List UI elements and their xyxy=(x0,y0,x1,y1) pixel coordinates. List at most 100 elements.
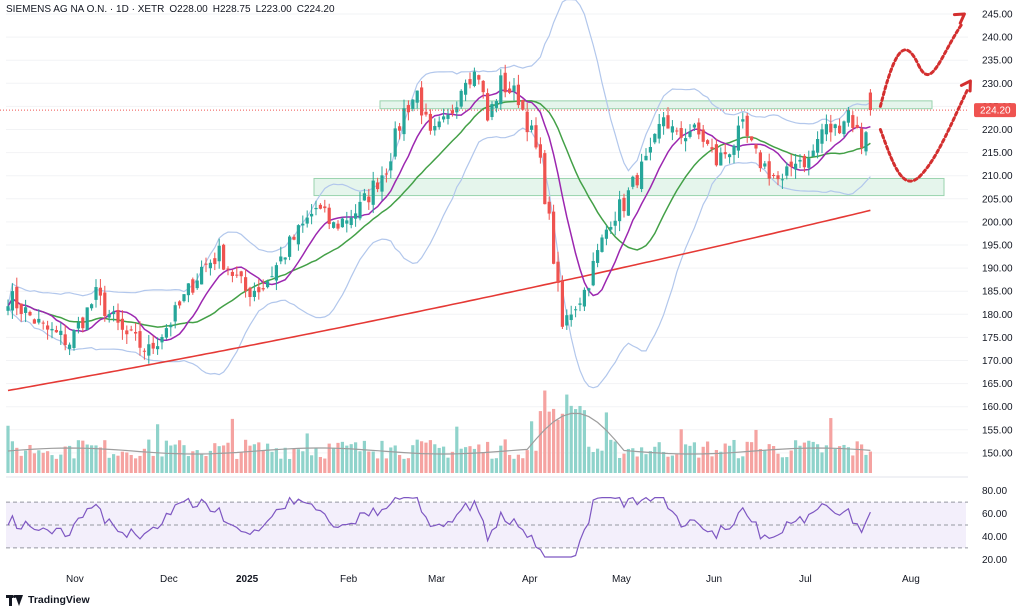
candle-body xyxy=(420,87,424,116)
close-value: C224.20 xyxy=(296,4,335,15)
volume-bar xyxy=(657,442,661,473)
volume-bar xyxy=(477,444,481,473)
volume-bar xyxy=(587,446,591,473)
candle-body xyxy=(794,163,798,170)
candle-body xyxy=(736,125,740,151)
candle-body xyxy=(389,161,393,171)
candle-body xyxy=(820,129,824,144)
candle-body xyxy=(318,204,322,209)
volume-bar xyxy=(178,440,182,473)
candle-body xyxy=(816,139,820,153)
volume-bar xyxy=(283,447,287,473)
candle-body xyxy=(358,201,362,219)
candle-body xyxy=(217,245,221,262)
volume-bar xyxy=(230,418,234,473)
volume-bar xyxy=(864,454,868,473)
volume-bar xyxy=(631,448,635,473)
candle-body xyxy=(846,110,850,123)
candle-body xyxy=(85,307,89,331)
volume-bar xyxy=(428,440,432,473)
volume-bar xyxy=(833,448,837,473)
volume-bar xyxy=(710,456,714,473)
candle-body xyxy=(552,211,556,264)
time-tick-label: Feb xyxy=(340,574,358,585)
volume-bar xyxy=(780,457,784,473)
price-tick-label: 240.00 xyxy=(982,33,1013,44)
candle-body xyxy=(411,99,415,109)
candle-body xyxy=(235,274,239,276)
candle-body xyxy=(393,128,397,157)
ma-mid-line xyxy=(7,100,871,328)
candle-body xyxy=(32,319,36,324)
volume-bar xyxy=(424,442,428,473)
time-tick-label: Nov xyxy=(66,574,84,585)
candle-body xyxy=(103,292,107,316)
projection-arrow-up-path xyxy=(878,21,964,108)
candle-body xyxy=(842,121,846,135)
volume-bar xyxy=(134,458,138,473)
volume-bar xyxy=(455,426,459,473)
candle-body xyxy=(741,119,745,122)
volume-bar xyxy=(530,421,534,473)
candle-body xyxy=(481,80,485,93)
volume-bar xyxy=(59,454,63,473)
volume-bar xyxy=(538,411,542,473)
candle-body xyxy=(120,318,124,330)
candle-body xyxy=(226,268,230,270)
volume-bar xyxy=(389,447,393,473)
candle-body xyxy=(279,256,283,262)
candle-body xyxy=(868,92,872,111)
volume-bar xyxy=(186,456,190,473)
candle-body xyxy=(640,161,644,189)
volume-bar xyxy=(6,425,10,473)
time-tick-label: Apr xyxy=(522,574,538,585)
candle-body xyxy=(384,173,388,175)
price-tick-label: 175.00 xyxy=(982,333,1013,344)
volume-bar xyxy=(274,448,278,473)
volume-bar xyxy=(19,455,23,473)
ma-fast-line xyxy=(7,89,871,342)
candle-body xyxy=(477,75,481,80)
tradingview-branding[interactable]: TradingView xyxy=(6,594,90,606)
candle-body xyxy=(653,133,657,143)
volume-bar xyxy=(393,445,397,473)
candle-body xyxy=(613,220,617,226)
volume-bar xyxy=(217,446,221,473)
volume-bar xyxy=(156,424,160,473)
volume-bar xyxy=(591,451,595,473)
volume-bar xyxy=(204,456,208,473)
volume-bar xyxy=(222,445,226,473)
time-tick-label: May xyxy=(612,574,631,585)
time-tick-label: Dec xyxy=(160,574,178,585)
volume-bar xyxy=(503,439,507,473)
volume-bar xyxy=(829,418,833,473)
price-tick-label: 245.00 xyxy=(982,10,1013,21)
volume-bar xyxy=(490,458,494,473)
candle-body xyxy=(750,136,754,141)
candle-body xyxy=(525,111,529,133)
candle-body xyxy=(46,325,50,330)
rsi-tick-label: 20.00 xyxy=(982,555,1007,566)
volume-bar xyxy=(327,443,331,473)
candle-body xyxy=(10,291,14,311)
volume-bar xyxy=(789,450,793,473)
candle-body xyxy=(600,237,604,252)
volume-bar xyxy=(314,448,318,473)
candle-body xyxy=(824,124,828,135)
volume-bar xyxy=(644,454,648,473)
volume-bar xyxy=(63,446,67,473)
price-axis[interactable]: 245.00240.00235.00230.00225.00220.00215.… xyxy=(974,10,1016,566)
time-axis[interactable]: Nov Dec 2025 Feb Mar Apr May Jun Jul Aug xyxy=(66,574,920,585)
volume-bar xyxy=(195,450,199,473)
candle-body xyxy=(63,334,67,346)
volume-bar xyxy=(50,455,54,473)
volume-bar xyxy=(362,440,366,473)
volume-bar xyxy=(662,451,666,473)
volume-bar xyxy=(261,450,265,473)
volume-ma-line xyxy=(7,412,871,455)
symbol-label[interactable]: SIEMENS AG NA O.N. · 1D · XETR xyxy=(6,4,165,15)
candle-body xyxy=(807,158,811,168)
volume-bar xyxy=(613,441,617,473)
ma-slow-line xyxy=(7,209,871,392)
